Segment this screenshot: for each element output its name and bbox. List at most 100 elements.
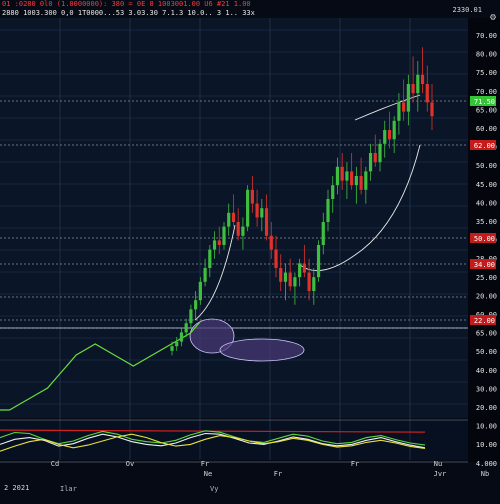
candle-body [416, 74, 420, 94]
candle-body [430, 102, 434, 117]
candle-body [203, 268, 207, 282]
time-axis-label: Cd [51, 460, 59, 468]
price-axis-label: 65.00 [476, 106, 497, 114]
candle-body [250, 189, 254, 204]
time-axis-label: Ne [204, 470, 212, 478]
price-tag-red-bg [470, 315, 496, 325]
candle-body [373, 153, 377, 163]
price-tag-red: 62.00 [474, 142, 495, 150]
oscillator-yellow-line [0, 433, 426, 452]
time-axis-sublabel: Vy [210, 485, 218, 493]
candle-body [307, 272, 311, 291]
price-tag-red: 34.00 [474, 261, 495, 269]
overlay-ellipse-2 [219, 338, 305, 362]
price-tag-green-bg [470, 96, 496, 106]
price-axis-label: 70.00 [476, 32, 497, 40]
candle-body [402, 102, 406, 112]
candle-body [335, 166, 340, 186]
overlay-ellipse-1 [189, 318, 235, 354]
candle-body [255, 203, 259, 218]
time-axis-label: Fr [351, 460, 359, 468]
candle-body [302, 263, 306, 273]
candle-body [217, 240, 221, 245]
price-axis-label: 35.00 [476, 218, 497, 226]
gear-icon[interactable]: ⚙ [489, 12, 496, 23]
candle-body [231, 212, 236, 222]
time-axis-label: Jvr [434, 470, 447, 478]
candle-body [274, 249, 278, 268]
candle-body [331, 185, 335, 199]
candle-body [383, 130, 387, 144]
candle-body [260, 208, 264, 218]
candle-body [411, 84, 415, 94]
drawing-arc-3 [194, 224, 236, 321]
candle-body [170, 346, 174, 351]
candle-body [350, 171, 354, 186]
candle-body [269, 235, 273, 250]
candle-body [340, 166, 344, 181]
candle-body [378, 143, 382, 163]
candle-body [312, 277, 316, 291]
drawing-arc-2 [354, 94, 421, 121]
moving-average-line [0, 321, 201, 411]
candle-body [212, 240, 217, 250]
price-axis-label: 4.000 [476, 460, 497, 468]
price-axis-label: 20.00 [476, 404, 497, 412]
price-axis-label: 45.00 [476, 181, 497, 189]
candle-body [316, 245, 321, 278]
header-right-value: 2330.01 [452, 6, 482, 14]
candle-body [222, 226, 226, 245]
candle-body [246, 189, 250, 227]
candle-body [321, 222, 325, 245]
candle-body [208, 249, 212, 268]
candle-body [364, 171, 368, 190]
candle-body [198, 281, 202, 301]
candle-body [397, 102, 401, 121]
time-axis-label: Fr [201, 460, 209, 468]
price-axis-label: 60.00 [476, 125, 497, 133]
price-tag-red: 22.00 [474, 317, 495, 325]
candle-body [392, 120, 396, 140]
candle-body [345, 171, 349, 181]
candle-body [425, 84, 429, 103]
candle-body [283, 272, 288, 282]
candle-body [264, 208, 269, 236]
header-line-2: 2880 1003.300 0,0 1T0000...53 3.03.30 7.… [2, 9, 255, 17]
candle-body [293, 277, 297, 287]
price-axis-label: 10.00 [476, 423, 497, 431]
price-axis-label: 50.00 [476, 348, 497, 356]
candle-body [184, 323, 188, 333]
candle-body [189, 309, 193, 324]
time-axis-label: Fr [274, 470, 282, 478]
oscillator-white-line [0, 432, 426, 449]
price-axis-label: 80.00 [476, 51, 497, 59]
candle-body [368, 153, 373, 172]
candle-body [387, 130, 392, 140]
candle-body [179, 332, 184, 342]
candle-body [420, 74, 425, 84]
price-tag-red-bg [470, 259, 496, 269]
price-axis-label: 75.00 [476, 69, 497, 77]
time-axis-year: 2 2021 [4, 484, 29, 492]
price-axis-label: 70.00 [476, 88, 497, 96]
price-axis-label: 20.00 [476, 292, 497, 300]
price-axis-label: 40.00 [476, 199, 497, 207]
candle-body [288, 272, 292, 287]
price-axis-label: 30.00 [476, 385, 497, 393]
time-axis-label: Nb [481, 470, 489, 478]
price-axis-label: 10.00 [476, 441, 497, 449]
oscillator-green-line [0, 430, 426, 446]
price-axis-label: 40.00 [476, 367, 497, 375]
candle-body [298, 263, 302, 278]
time-axis-label: Ov [126, 460, 134, 468]
candle-body [175, 341, 179, 347]
price-tag-red-bg [470, 233, 496, 243]
header-line-1: 01 :0280 0l0 (1.0000000): 380 = 0E 8 100… [2, 0, 251, 8]
price-tag-red-bg [470, 140, 496, 150]
price-axis-label: 50.00 [476, 162, 497, 170]
time-axis-label: Nu [434, 460, 442, 468]
candle-body [241, 226, 245, 236]
candle-body [227, 212, 231, 227]
